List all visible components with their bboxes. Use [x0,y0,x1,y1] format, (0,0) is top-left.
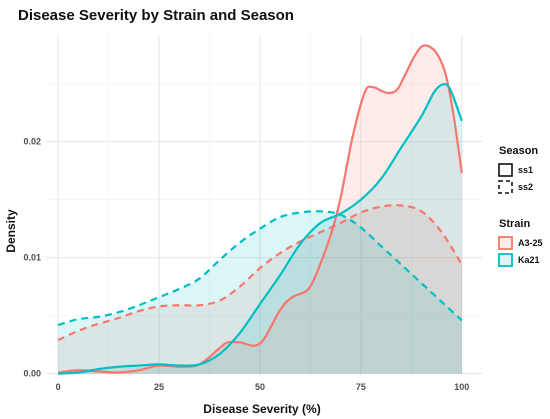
legend-title-strain: Strain [499,218,530,230]
y-tick-label: 0.02 [23,137,41,147]
legend-key-ss2 [498,180,513,194]
grid [46,35,482,376]
y-tick-label: 0.01 [23,253,41,263]
area-a3-25-ss2 [58,205,462,374]
legend: Season Strain ss1 ss2 A3-25 Ka21 [498,145,543,267]
legend-key-ka21 [498,253,513,267]
x-tick-label: 0 [56,382,61,392]
legend-key-ss1 [498,163,513,177]
y-axis-title: Density [4,209,18,253]
legend-title-season: Season [499,145,538,157]
line-ka21-ss1 [58,82,463,375]
line-ka21-ss2 [57,210,463,327]
density-areas [58,45,462,374]
chart-title: Disease Severity by Strain and Season [18,7,294,24]
x-tick-label: 50 [255,382,265,392]
x-tick-label: 100 [454,382,469,392]
axes: 0 25 50 75 100 0.00 0.01 0.02 [23,137,469,392]
y-tick-label: 0.00 [23,369,41,379]
legend-label-a3-25: A3-25 [518,238,543,248]
legend-key-a3-25 [498,236,513,250]
area-a3-25-ss1 [58,45,462,374]
x-tick-label: 25 [154,382,164,392]
legend-label-ss1: ss1 [518,165,533,175]
density-lines [57,44,463,375]
line-a3-25-ss2 [57,204,463,342]
area-ka21-ss2 [58,211,462,374]
x-axis-title: Disease Severity (%) [203,402,320,416]
x-tick-label: 75 [356,382,366,392]
legend-label-ka21: Ka21 [518,255,540,265]
legend-label-ss2: ss2 [518,182,533,192]
area-ka21-ss1 [58,84,462,374]
